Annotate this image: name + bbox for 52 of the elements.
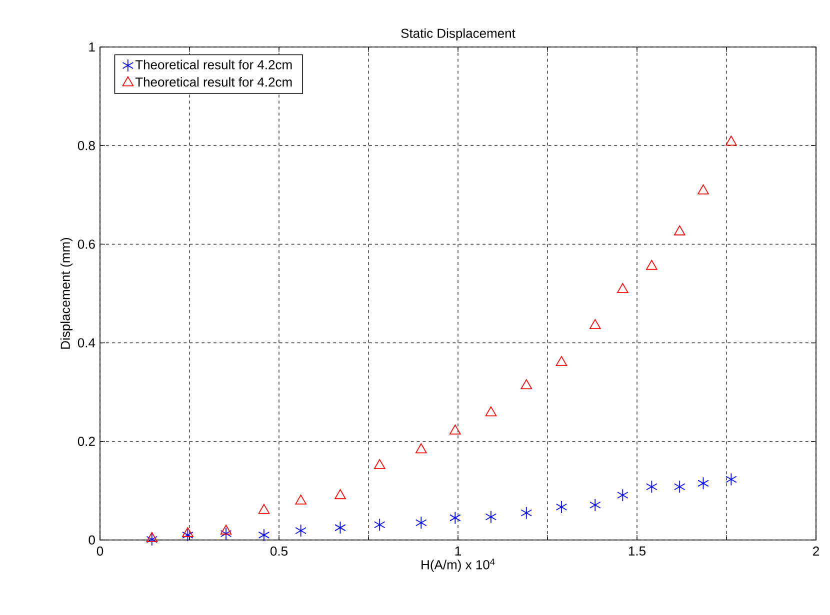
point xyxy=(646,260,658,270)
y-tick-label: 0.6 xyxy=(78,240,95,249)
point xyxy=(449,511,461,524)
y-axis-title: Displacement (mm) xyxy=(60,238,73,349)
point xyxy=(726,136,737,146)
y-tick-label: 1 xyxy=(89,42,95,52)
point xyxy=(520,379,532,390)
point xyxy=(698,184,709,194)
point xyxy=(485,510,497,524)
point xyxy=(485,406,497,416)
point xyxy=(146,533,158,546)
point xyxy=(726,472,737,486)
point xyxy=(617,488,628,502)
point xyxy=(258,528,270,542)
point xyxy=(374,459,386,470)
point xyxy=(449,424,461,434)
point xyxy=(589,498,601,512)
point xyxy=(415,443,427,454)
point xyxy=(182,527,194,538)
x-tick-label: 0.5 xyxy=(270,546,288,556)
y-tick-label: 0.8 xyxy=(78,140,95,150)
point xyxy=(334,489,346,500)
x-tick-label: 2 xyxy=(813,546,819,556)
point xyxy=(295,494,306,504)
point xyxy=(617,283,628,294)
point xyxy=(556,356,568,366)
point xyxy=(556,500,568,514)
x-tick-label: 1.5 xyxy=(628,546,646,556)
point xyxy=(220,527,232,540)
point xyxy=(520,506,532,520)
x-axis-title: H(A/m) x 10$^{4}$ xyxy=(422,558,495,572)
point xyxy=(589,319,601,329)
point xyxy=(674,225,686,236)
point xyxy=(258,504,270,514)
point xyxy=(220,524,232,535)
point xyxy=(334,521,346,534)
point xyxy=(698,476,709,490)
legend-label: Theoretical result for 4.2cm xyxy=(135,77,292,87)
chart-title: Static Displacement xyxy=(401,28,516,40)
point xyxy=(374,518,386,532)
x-tick-label: 0 xyxy=(96,546,104,556)
y-tick-label: 0.2 xyxy=(78,436,95,446)
point xyxy=(182,528,194,542)
point xyxy=(295,524,306,538)
y-tick-label: 0.4 xyxy=(78,338,96,348)
point xyxy=(146,532,158,542)
x-tick-label: 1 xyxy=(455,546,461,556)
y-tick-label: 0 xyxy=(88,535,95,545)
point xyxy=(415,516,427,530)
point xyxy=(674,480,686,494)
legend-label: Theoretical result for 4.2cm xyxy=(135,60,292,70)
point xyxy=(646,480,658,494)
